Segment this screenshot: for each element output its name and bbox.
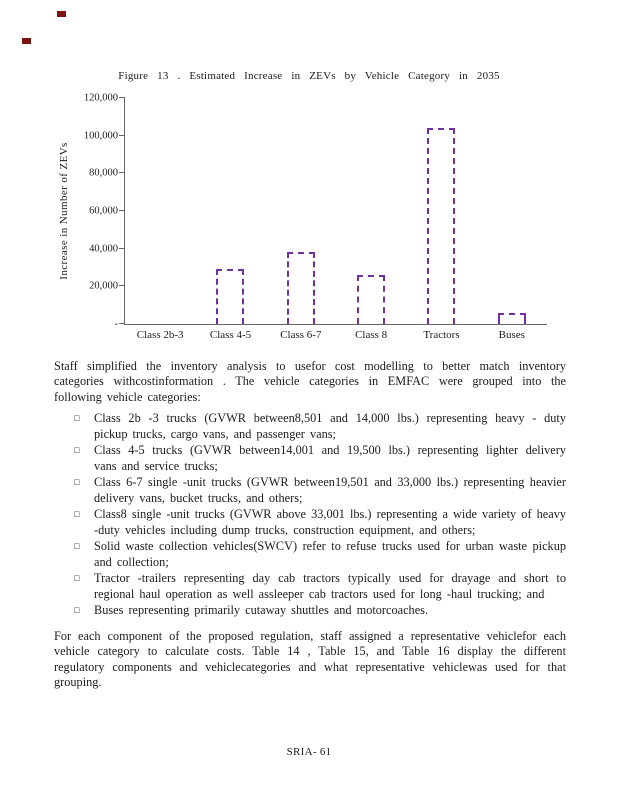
bar-slot <box>477 98 547 324</box>
x-axis-tick-label: Class 8 <box>355 329 388 341</box>
bar-slot <box>195 98 265 324</box>
y-axis-tick-mark <box>119 247 125 249</box>
y-axis-tick-mark <box>119 323 125 324</box>
list-item-text: Tractor -trailers representing day cab t… <box>94 571 566 601</box>
list-item-text: Class 2b -3 trucks (GVWR between8,501 an… <box>94 411 566 441</box>
bar <box>216 269 245 324</box>
bar-slot <box>406 98 476 324</box>
bar <box>427 128 456 324</box>
bar-slot <box>266 98 336 324</box>
bar <box>286 252 315 324</box>
intro-paragraph: Staff simplified the inventory analysis … <box>54 359 566 404</box>
y-axis-title-text: Increase in Number of ZEVs <box>58 142 70 280</box>
page-number: SRIA- 61 <box>286 746 332 758</box>
list-item-text: Class 6-7 single -unit trucks (GVWR betw… <box>94 475 566 505</box>
y-axis-tick-label: 80,000 <box>89 167 118 179</box>
bar <box>357 275 386 324</box>
bar-slot <box>125 98 195 324</box>
list-item: □ Class 2b -3 trucks (GVWR between8,501 … <box>74 411 566 442</box>
body-text: Staff simplified the inventory analysis … <box>54 359 566 691</box>
y-axis-tick-mark <box>119 134 125 136</box>
y-axis-title: Increase in Number of ZEVs <box>56 98 72 324</box>
x-axis-tick-label: Tractors <box>423 329 460 341</box>
y-axis-tick-mark <box>119 285 125 287</box>
list-item-text: Buses representing primarily cutaway shu… <box>94 603 429 618</box>
list-item: □ Class 4-5 trucks (GVWR between14,001 a… <box>74 443 566 474</box>
y-axis-tick-label: 40,000 <box>89 243 118 255</box>
square-bullet-icon: □ <box>74 541 80 552</box>
y-axis-tick-label: 120,000 <box>83 92 118 104</box>
x-axis-labels: Class 2b-3 Class 4-5 Class 6-7 Class 8 Tract… <box>125 329 547 341</box>
list-item-text: Class8 single -unit trucks (GVWR above 3… <box>94 507 566 537</box>
y-axis-tick-mark <box>119 210 125 211</box>
figure-caption: Figure 13 . Estimated Increase in ZEVs b… <box>118 70 500 82</box>
y-axis-tick-label: 60,000 <box>89 205 118 217</box>
square-bullet-icon: □ <box>74 477 80 488</box>
list-item: □ Tractor -trailers representing day cab… <box>74 571 566 602</box>
y-axis-tick-label: - <box>114 318 119 330</box>
y-axis-tick-label: 20,000 <box>89 280 118 292</box>
scan-artifact-mark <box>57 11 66 17</box>
bar <box>497 312 526 324</box>
y-axis-ticks: - 20,000 40,000 60,000 80,000 100,000 120,000 <box>72 93 124 330</box>
list-item: □ Buses representing primarily cutaway s… <box>74 603 566 618</box>
square-bullet-icon: □ <box>74 413 80 424</box>
list-item: □ Class8 single -unit trucks (GVWR above… <box>74 507 566 538</box>
bar-slot <box>336 98 406 324</box>
list-item-text: Solid waste collection vehicles(SWCV) re… <box>94 539 566 569</box>
square-bullet-icon: □ <box>74 445 80 456</box>
square-bullet-icon: □ <box>74 605 80 616</box>
closing-paragraph: For each component of the proposed regul… <box>54 628 566 690</box>
x-axis-tick-label: Class 6-7 <box>280 329 322 341</box>
plot-column: Class 2b-3 Class 4-5 Class 6-7 Class 8 Tract… <box>119 97 547 341</box>
y-axis-tick-label: 100,000 <box>83 130 118 142</box>
y-axis-tick-mark <box>119 97 125 98</box>
x-axis-tick-label: Buses <box>498 329 525 341</box>
y-axis-tick-mark <box>119 172 125 174</box>
list-item: □ Solid waste collection vehicles(SWCV) … <box>74 539 566 570</box>
vehicle-category-list: □ Class 2b -3 trucks (GVWR between8,501 … <box>74 411 566 618</box>
list-item: □ Class 6-7 single -unit trucks (GVWR be… <box>74 475 566 506</box>
plot-area <box>119 97 547 325</box>
square-bullet-icon: □ <box>74 509 80 520</box>
figure-13-chart: Increase in Number of ZEVs - 20,000 40,000… <box>56 93 618 341</box>
x-axis-tick-label: Class 4-5 <box>209 329 252 341</box>
x-axis-tick-label: Class 2b-3 <box>136 329 184 341</box>
square-bullet-icon: □ <box>74 573 80 584</box>
list-item-text: Class 4-5 trucks (GVWR between14,001 and… <box>94 443 566 473</box>
scan-artifact-mark <box>22 38 31 44</box>
